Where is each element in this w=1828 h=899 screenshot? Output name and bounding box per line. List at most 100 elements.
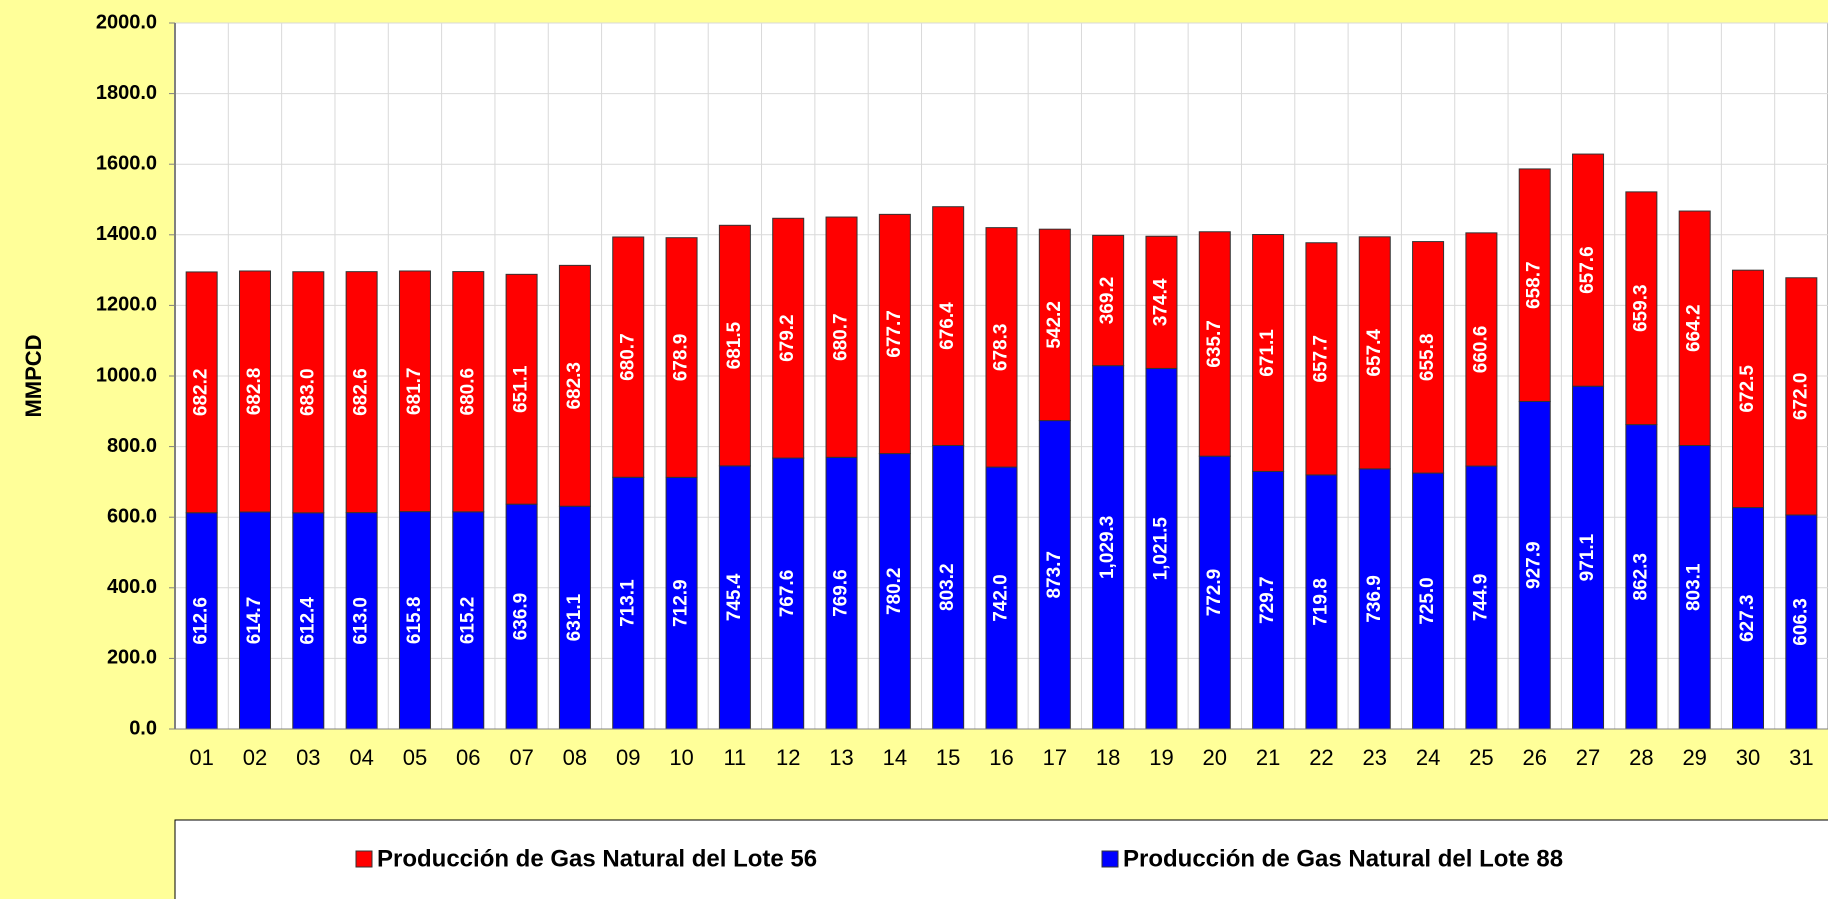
data-label: 803.1: [1684, 563, 1705, 611]
y-tick-label: 1800.0: [96, 82, 157, 104]
data-label: 769.6: [831, 569, 852, 617]
bar-segment: [1465, 465, 1498, 730]
y-tick-label: 1400.0: [96, 223, 157, 245]
x-tick-label: 25: [1469, 745, 1493, 770]
data-label: 614.7: [244, 597, 265, 645]
data-label: 678.9: [671, 334, 692, 382]
data-label: 657.7: [1310, 335, 1331, 383]
data-label: 680.7: [831, 313, 852, 361]
x-tick-label: 07: [509, 745, 533, 770]
bar-segment: [1465, 232, 1498, 467]
data-label: 658.7: [1524, 261, 1545, 309]
bar-segment: [452, 271, 485, 513]
data-label: 676.4: [937, 302, 958, 350]
data-label: 681.7: [404, 368, 425, 416]
data-label: 679.2: [777, 314, 798, 362]
bar-segment: [398, 270, 431, 513]
bar-segment: [1038, 228, 1071, 422]
x-tick-label: 20: [1203, 745, 1227, 770]
data-label: 635.7: [1204, 320, 1225, 368]
bar-segment: [1198, 455, 1231, 730]
bar-segment: [345, 271, 378, 514]
x-tick-label: 28: [1629, 745, 1653, 770]
bar-segment: [825, 216, 858, 458]
bar-segment: [1785, 514, 1818, 730]
data-label: 683.0: [297, 368, 318, 416]
y-tick-label: 800.0: [107, 435, 157, 457]
bar-segment: [185, 512, 218, 730]
data-label: 612.6: [191, 597, 212, 645]
data-label: 736.9: [1364, 575, 1385, 623]
data-label: 659.3: [1630, 284, 1651, 332]
data-label: 615.2: [457, 597, 478, 645]
x-tick-label: 08: [563, 745, 587, 770]
data-label: 664.2: [1684, 305, 1705, 353]
bar-segment: [1305, 474, 1338, 730]
data-label: 682.6: [351, 368, 372, 416]
x-tick-label: 05: [403, 745, 427, 770]
y-tick-label: 400.0: [107, 576, 157, 598]
data-label: 1,029.3: [1097, 516, 1118, 579]
bar-segment: [878, 453, 911, 730]
bar-segment: [665, 237, 698, 478]
data-label: 742.0: [991, 574, 1012, 622]
x-tick-label: 23: [1363, 745, 1387, 770]
data-label: 651.1: [511, 365, 532, 413]
data-label: 719.8: [1310, 578, 1331, 626]
x-tick-label: 12: [776, 745, 800, 770]
x-tick-label: 04: [349, 745, 373, 770]
bar-segment: [1572, 385, 1605, 730]
data-label: 613.0: [351, 597, 372, 645]
legend-label: Producción de Gas Natural del Lote 88: [1123, 845, 1563, 872]
bar-segment: [1678, 210, 1711, 447]
data-label: 631.1: [564, 593, 585, 641]
x-tick-label: 09: [616, 745, 640, 770]
bar-segment: [1145, 367, 1178, 730]
bar-segment: [985, 227, 1018, 468]
y-tick-label: 200.0: [107, 647, 157, 669]
data-label: 927.9: [1524, 541, 1545, 589]
bar-segment: [398, 511, 431, 730]
data-label: 636.9: [511, 593, 532, 641]
data-label: 680.6: [457, 368, 478, 416]
data-label: 369.2: [1097, 277, 1118, 325]
bar-segment: [932, 444, 965, 730]
data-label: 772.9: [1204, 569, 1225, 617]
bar-segment: [612, 236, 645, 478]
bar-segment: [505, 273, 538, 505]
bar-segment: [1625, 191, 1658, 426]
x-tick-label: 30: [1736, 745, 1760, 770]
bar-segment: [1732, 269, 1765, 509]
bar-segment: [1625, 424, 1658, 730]
x-tick-label: 16: [989, 745, 1013, 770]
x-tick-label: 22: [1309, 745, 1333, 770]
bar-segment: [558, 264, 591, 507]
x-tick-label: 01: [189, 745, 213, 770]
bar-segment: [345, 512, 378, 730]
data-label: 678.3: [991, 324, 1012, 372]
data-label: 627.3: [1737, 595, 1758, 643]
bar-segment: [1412, 472, 1445, 730]
bar-segment: [1785, 277, 1818, 516]
data-label: 657.4: [1364, 329, 1385, 377]
x-tick-label: 06: [456, 745, 480, 770]
data-label: 803.2: [937, 563, 958, 611]
bar-segment: [718, 465, 751, 730]
x-tick-label: 03: [296, 745, 320, 770]
data-label: 745.4: [724, 573, 745, 621]
bar-segment: [558, 505, 591, 730]
data-label: 680.7: [617, 333, 638, 381]
bar-segment: [452, 511, 485, 730]
x-tick-label: 14: [883, 745, 907, 770]
x-tick-label: 13: [829, 745, 853, 770]
bar-segment: [772, 457, 805, 730]
data-label: 657.6: [1577, 246, 1598, 294]
bar-segment: [1412, 241, 1445, 474]
data-label: 712.9: [671, 579, 692, 627]
data-label: 873.7: [1044, 551, 1065, 599]
bar-segment: [238, 511, 271, 730]
data-label: 862.3: [1630, 553, 1651, 601]
y-tick-label: 1000.0: [96, 364, 157, 386]
data-label: 542.2: [1044, 301, 1065, 349]
